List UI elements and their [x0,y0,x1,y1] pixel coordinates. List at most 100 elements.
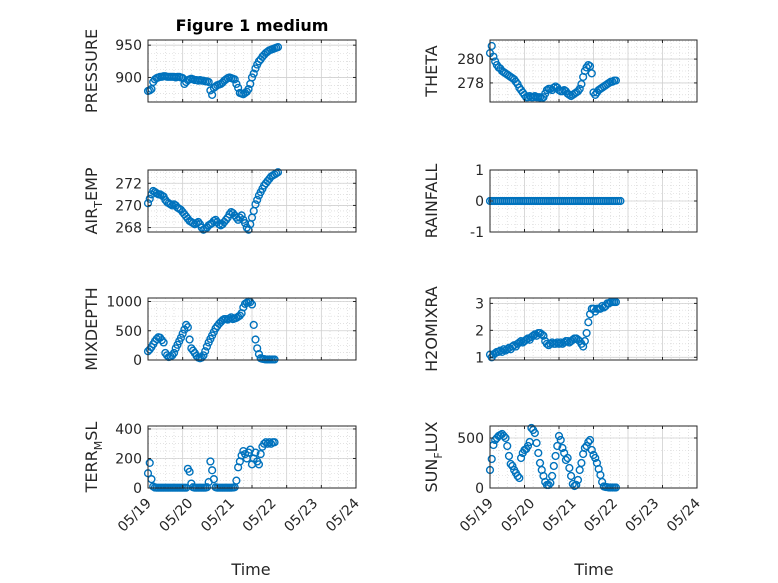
y-tick-label: 900 [115,70,142,86]
data-point [584,60,593,70]
data-point [270,438,279,447]
data-point [169,348,179,358]
data-point [506,459,515,469]
data-point [516,453,526,463]
y-axis-label: RAINFALL [422,164,441,239]
data-point [587,69,596,78]
figure-title: Figure 1 medium [176,16,329,35]
data-point [611,297,621,307]
data-point [185,335,194,344]
data-point [551,451,560,461]
data-point [202,342,212,351]
y-tick-label: 200 [115,451,142,467]
data-point [253,195,262,204]
data-point [145,458,154,468]
data-point [547,471,557,481]
data-point [237,211,246,220]
data-point [230,75,239,84]
data-point [587,445,596,455]
data-point [582,328,591,338]
data-point [232,79,241,89]
data-point [530,428,539,438]
y-axis-label: TERRMSL [82,422,105,494]
data-point [242,298,251,307]
data-point [580,337,589,346]
data-point [554,431,564,441]
data-point [159,338,168,347]
data-point [558,443,567,453]
data-point [565,463,574,473]
data-point [591,453,600,463]
x-tick-label: 05/19 [457,496,497,536]
y-tick-label: 1000 [106,295,142,311]
data-point [611,76,621,85]
data-point [234,83,243,92]
chart-panel-2: 268 270 272 AIRTEMP [82,167,357,237]
data-point [585,62,595,71]
data-point [575,84,584,93]
x-tick-label: 05/24 [664,495,704,535]
chart-panel-4: 0 500 1000 MIXDEPTH [82,287,357,371]
data-point [247,300,257,309]
data-point [199,351,208,360]
data-point [206,457,215,466]
x-tick-label: 05/24 [323,495,363,535]
data-point [554,339,564,348]
y-axis-label: MIXDEPTH [82,287,101,370]
y-tick-label: 400 [115,422,142,438]
data-point [534,448,543,458]
x-tick-label: 05/22 [581,496,621,536]
y-tick-label: 0 [475,194,484,210]
data-point [499,431,508,441]
data-point [254,460,264,469]
chart-panel-3: -1 0 1 RAINFALL [422,163,698,241]
data-point [183,323,192,332]
data-point [251,335,260,344]
data-point [561,455,571,465]
y-tick-label: 1 [475,163,484,179]
y-tick-label: 0 [133,481,142,497]
y-axis-label: AIRTEMP [82,167,105,234]
y-axis-label: H2OMIXRA [422,286,441,372]
y-tick-label: 1 [475,350,484,366]
data-point [504,451,514,461]
y-tick-label: 500 [115,324,142,340]
data-point [240,219,250,228]
y-tick-label: 2 [475,323,484,339]
data-point [249,69,258,78]
y-axis-label: SUNFLUX [422,421,445,492]
data-point [265,438,274,447]
data-point [523,441,533,451]
x-tick-label: 05/21 [198,496,238,536]
y-tick-label: 280 [457,52,484,68]
data-point [244,84,253,94]
data-point [256,449,265,459]
chart-panel-7: 0 500 05/19 05/20 05/21 05/22 05/23 05/24 SUNFLU… [422,421,704,535]
data-point [539,331,548,340]
y-tick-label: 0 [133,353,142,369]
y-tick-label: 500 [457,431,484,447]
y-tick-label: 3 [475,296,484,312]
data-point [584,318,593,327]
data-point [178,329,187,338]
data-point [565,90,574,99]
data-point [270,355,279,364]
data-point [513,471,522,481]
data-point [508,461,517,471]
data-point [515,338,524,347]
data-point [501,433,510,443]
chart-panel-0: 900 950 PRESSURE [82,29,357,113]
y-tick-label: 272 [115,176,142,192]
chart-panel-6: 0 200 400 05/19 05/20 05/21 05/22 05/23 05/24 TER… [82,422,363,536]
data-point [584,437,593,447]
data-point [232,476,241,485]
chart-panel-1: 278 280 THETA [422,39,698,103]
data-point [197,223,206,232]
data-point [573,475,583,485]
x-tick-label: 05/22 [240,496,280,536]
data-point [251,64,260,73]
data-point [273,168,283,177]
data-point [577,80,586,89]
xlabel-left: Time [230,560,270,579]
